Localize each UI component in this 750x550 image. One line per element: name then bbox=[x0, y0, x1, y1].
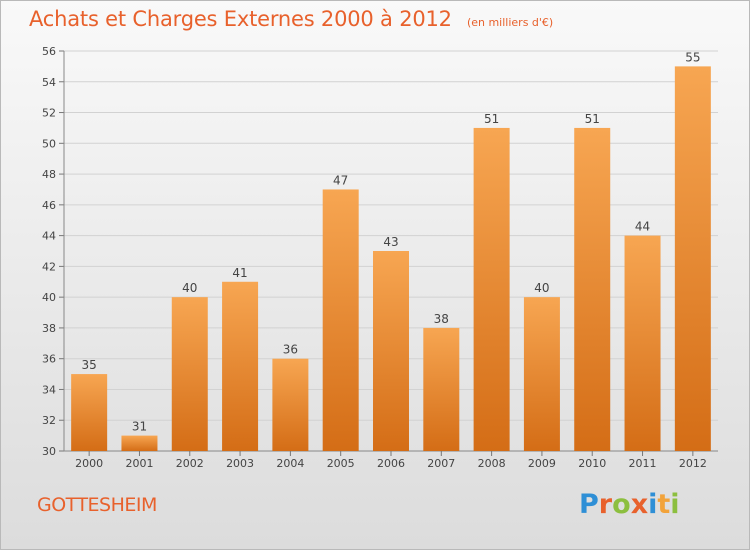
chart-subtitle: (en milliers d'€) bbox=[466, 16, 554, 29]
y-tick-label: 38 bbox=[42, 322, 56, 335]
data-label: 43 bbox=[383, 235, 398, 249]
logo-letter: r bbox=[598, 489, 613, 520]
data-label: 40 bbox=[182, 281, 197, 295]
x-tick-label: 2008 bbox=[478, 457, 506, 470]
x-tick-label: 2003 bbox=[226, 457, 254, 470]
x-tick-label: 2000 bbox=[75, 457, 103, 470]
y-tick-label: 30 bbox=[42, 445, 56, 458]
x-tick-label: 2012 bbox=[679, 457, 707, 470]
bar bbox=[473, 127, 510, 451]
y-tick-label: 44 bbox=[42, 230, 56, 243]
title-block: Achats et Charges Externes 2000 à 2012 (… bbox=[29, 7, 553, 31]
y-tick-label: 32 bbox=[42, 414, 56, 427]
bar bbox=[322, 189, 359, 451]
data-label: 35 bbox=[82, 358, 97, 372]
x-tick-label: 2009 bbox=[528, 457, 556, 470]
data-label: 51 bbox=[484, 112, 499, 126]
logo-letter: P bbox=[579, 489, 599, 520]
data-label: 36 bbox=[283, 343, 298, 357]
bar bbox=[624, 235, 661, 451]
data-label: 51 bbox=[585, 112, 600, 126]
y-tick-label: 52 bbox=[42, 107, 56, 120]
x-tick-label: 2002 bbox=[176, 457, 204, 470]
commune-name: GOTTESHEIM bbox=[37, 494, 157, 516]
logo-letter: t bbox=[657, 489, 671, 520]
y-tick-label: 42 bbox=[42, 260, 56, 273]
data-label: 40 bbox=[534, 281, 549, 295]
bar bbox=[674, 66, 711, 451]
logo-letter: o bbox=[612, 489, 631, 520]
bar bbox=[121, 435, 158, 451]
logo-letter: x bbox=[630, 489, 649, 520]
logo-letter: i bbox=[648, 489, 658, 520]
proxiti-logo[interactable]: Proxiti bbox=[579, 489, 680, 520]
x-tick-label: 2001 bbox=[125, 457, 153, 470]
bar bbox=[272, 358, 309, 451]
data-label: 55 bbox=[685, 50, 700, 64]
x-tick-label: 2011 bbox=[629, 457, 657, 470]
x-tick-label: 2004 bbox=[276, 457, 304, 470]
bar bbox=[574, 127, 611, 451]
x-tick-label: 2010 bbox=[578, 457, 606, 470]
x-tick-label: 2005 bbox=[327, 457, 355, 470]
chart-title: Achats et Charges Externes 2000 à 2012 bbox=[29, 7, 452, 31]
y-tick-label: 46 bbox=[42, 199, 56, 212]
y-tick-label: 40 bbox=[42, 291, 56, 304]
y-tick-label: 48 bbox=[42, 168, 56, 181]
bar bbox=[71, 374, 108, 451]
y-tick-label: 54 bbox=[42, 76, 56, 89]
bar bbox=[171, 297, 208, 451]
bar bbox=[222, 281, 259, 451]
logo-letter: i bbox=[670, 489, 680, 520]
bar bbox=[373, 251, 409, 451]
data-label: 38 bbox=[434, 312, 449, 326]
x-tick-label: 2006 bbox=[377, 457, 405, 470]
y-tick-label: 34 bbox=[42, 383, 56, 396]
bar bbox=[423, 327, 460, 451]
data-label: 31 bbox=[132, 420, 147, 434]
y-tick-label: 36 bbox=[42, 353, 56, 366]
x-tick-label: 2007 bbox=[427, 457, 455, 470]
y-tick-label: 56 bbox=[42, 45, 56, 58]
data-label: 44 bbox=[635, 220, 650, 234]
y-tick-label: 50 bbox=[42, 137, 56, 150]
data-label: 47 bbox=[333, 173, 348, 187]
bar bbox=[523, 297, 560, 451]
data-label: 41 bbox=[232, 266, 247, 280]
